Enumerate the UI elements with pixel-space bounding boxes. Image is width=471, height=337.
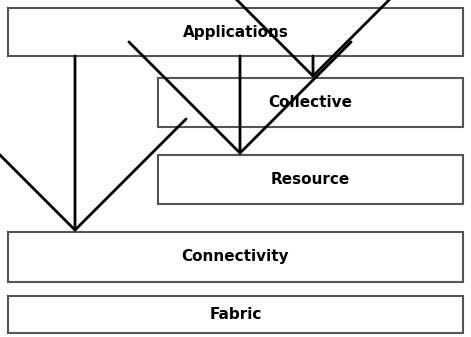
Text: Connectivity: Connectivity [182,249,289,265]
Text: Fabric: Fabric [209,307,262,322]
Bar [8,8,463,56]
Bar [8,296,463,333]
Text: Applications: Applications [183,25,288,39]
Bar [158,155,463,204]
Text: Collective: Collective [268,95,352,110]
Bar [158,78,463,127]
Bar [8,232,463,282]
Text: Resource: Resource [271,172,350,187]
